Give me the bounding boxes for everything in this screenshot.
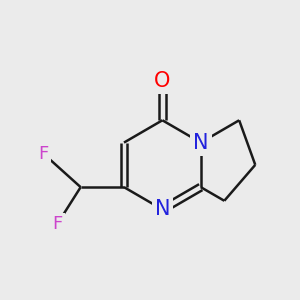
- Text: O: O: [154, 70, 171, 91]
- Text: N: N: [193, 133, 208, 153]
- Text: N: N: [154, 200, 170, 219]
- Text: F: F: [52, 215, 62, 233]
- Text: F: F: [38, 145, 49, 163]
